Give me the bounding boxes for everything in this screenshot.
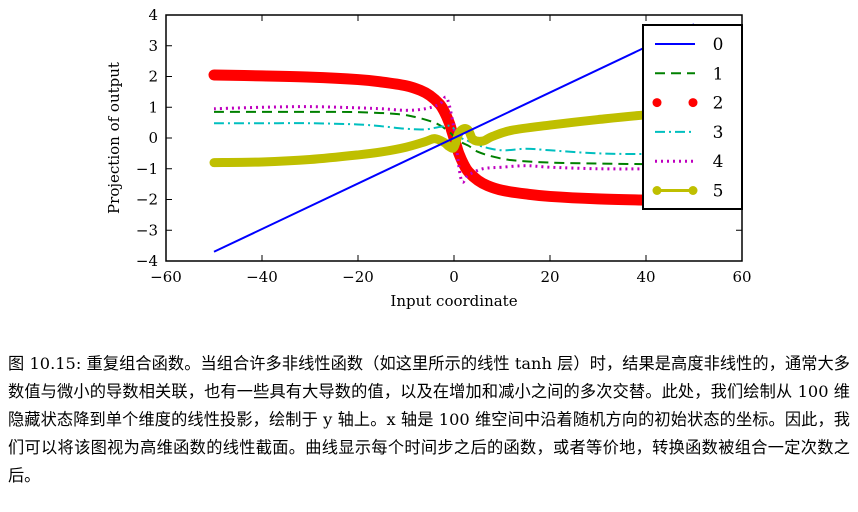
legend-label: 4: [713, 152, 724, 172]
x-axis-label: Input coordinate: [390, 292, 517, 310]
y-axis-label: Projection of output: [105, 62, 123, 214]
y-tick-label: 2: [148, 68, 158, 86]
y-axis: −4 −3 −2 −1 0 1 2 3 4: [136, 6, 742, 270]
y-tick-label: 1: [148, 98, 158, 116]
x-tick-label: 20: [540, 268, 559, 286]
legend-label: 5: [713, 182, 724, 202]
y-tick-label: −4: [136, 252, 158, 270]
x-axis: −60 −40 −20 0 20 40 60: [150, 15, 752, 286]
x-tick-label: −40: [246, 268, 278, 286]
legend-label: 1: [713, 64, 724, 84]
legend-marker: [652, 186, 662, 195]
legend-label: 2: [713, 94, 724, 114]
legend-label: 0: [713, 35, 724, 55]
x-tick-label: 40: [636, 268, 655, 286]
legend: 0 1 2 3 4 5: [642, 24, 743, 210]
y-tick-label: −1: [136, 160, 158, 178]
figure-caption: 图 10.15: 重复组合函数。当组合许多非线性函数（如这里所示的线性 tanh…: [8, 350, 850, 490]
legend-marker: [688, 98, 698, 108]
figure-label: 图 10.15:: [8, 354, 82, 373]
x-tick-label: 60: [732, 268, 751, 286]
y-tick-label: 3: [148, 37, 158, 55]
x-tick-label: −60: [150, 268, 182, 286]
series-line-0: [213, 23, 695, 253]
x-tick-label: 0: [449, 268, 459, 286]
y-tick-label: 0: [148, 129, 158, 147]
legend-marker: [652, 98, 662, 108]
y-tick-label: −2: [136, 191, 158, 209]
legend-box: [642, 24, 743, 210]
legend-label: 3: [713, 123, 724, 143]
y-tick-label: −3: [136, 221, 158, 239]
series-line-3: [213, 122, 695, 155]
x-tick-label: −20: [342, 268, 374, 286]
series-line-5: [209, 108, 699, 168]
legend-marker: [688, 186, 698, 195]
y-tick-label: 4: [148, 6, 158, 24]
series-line-4: [213, 95, 695, 184]
caption-text: 重复组合函数。当组合许多非线性函数（如这里所示的线性 tanh 层）时，结果是高…: [8, 354, 850, 485]
